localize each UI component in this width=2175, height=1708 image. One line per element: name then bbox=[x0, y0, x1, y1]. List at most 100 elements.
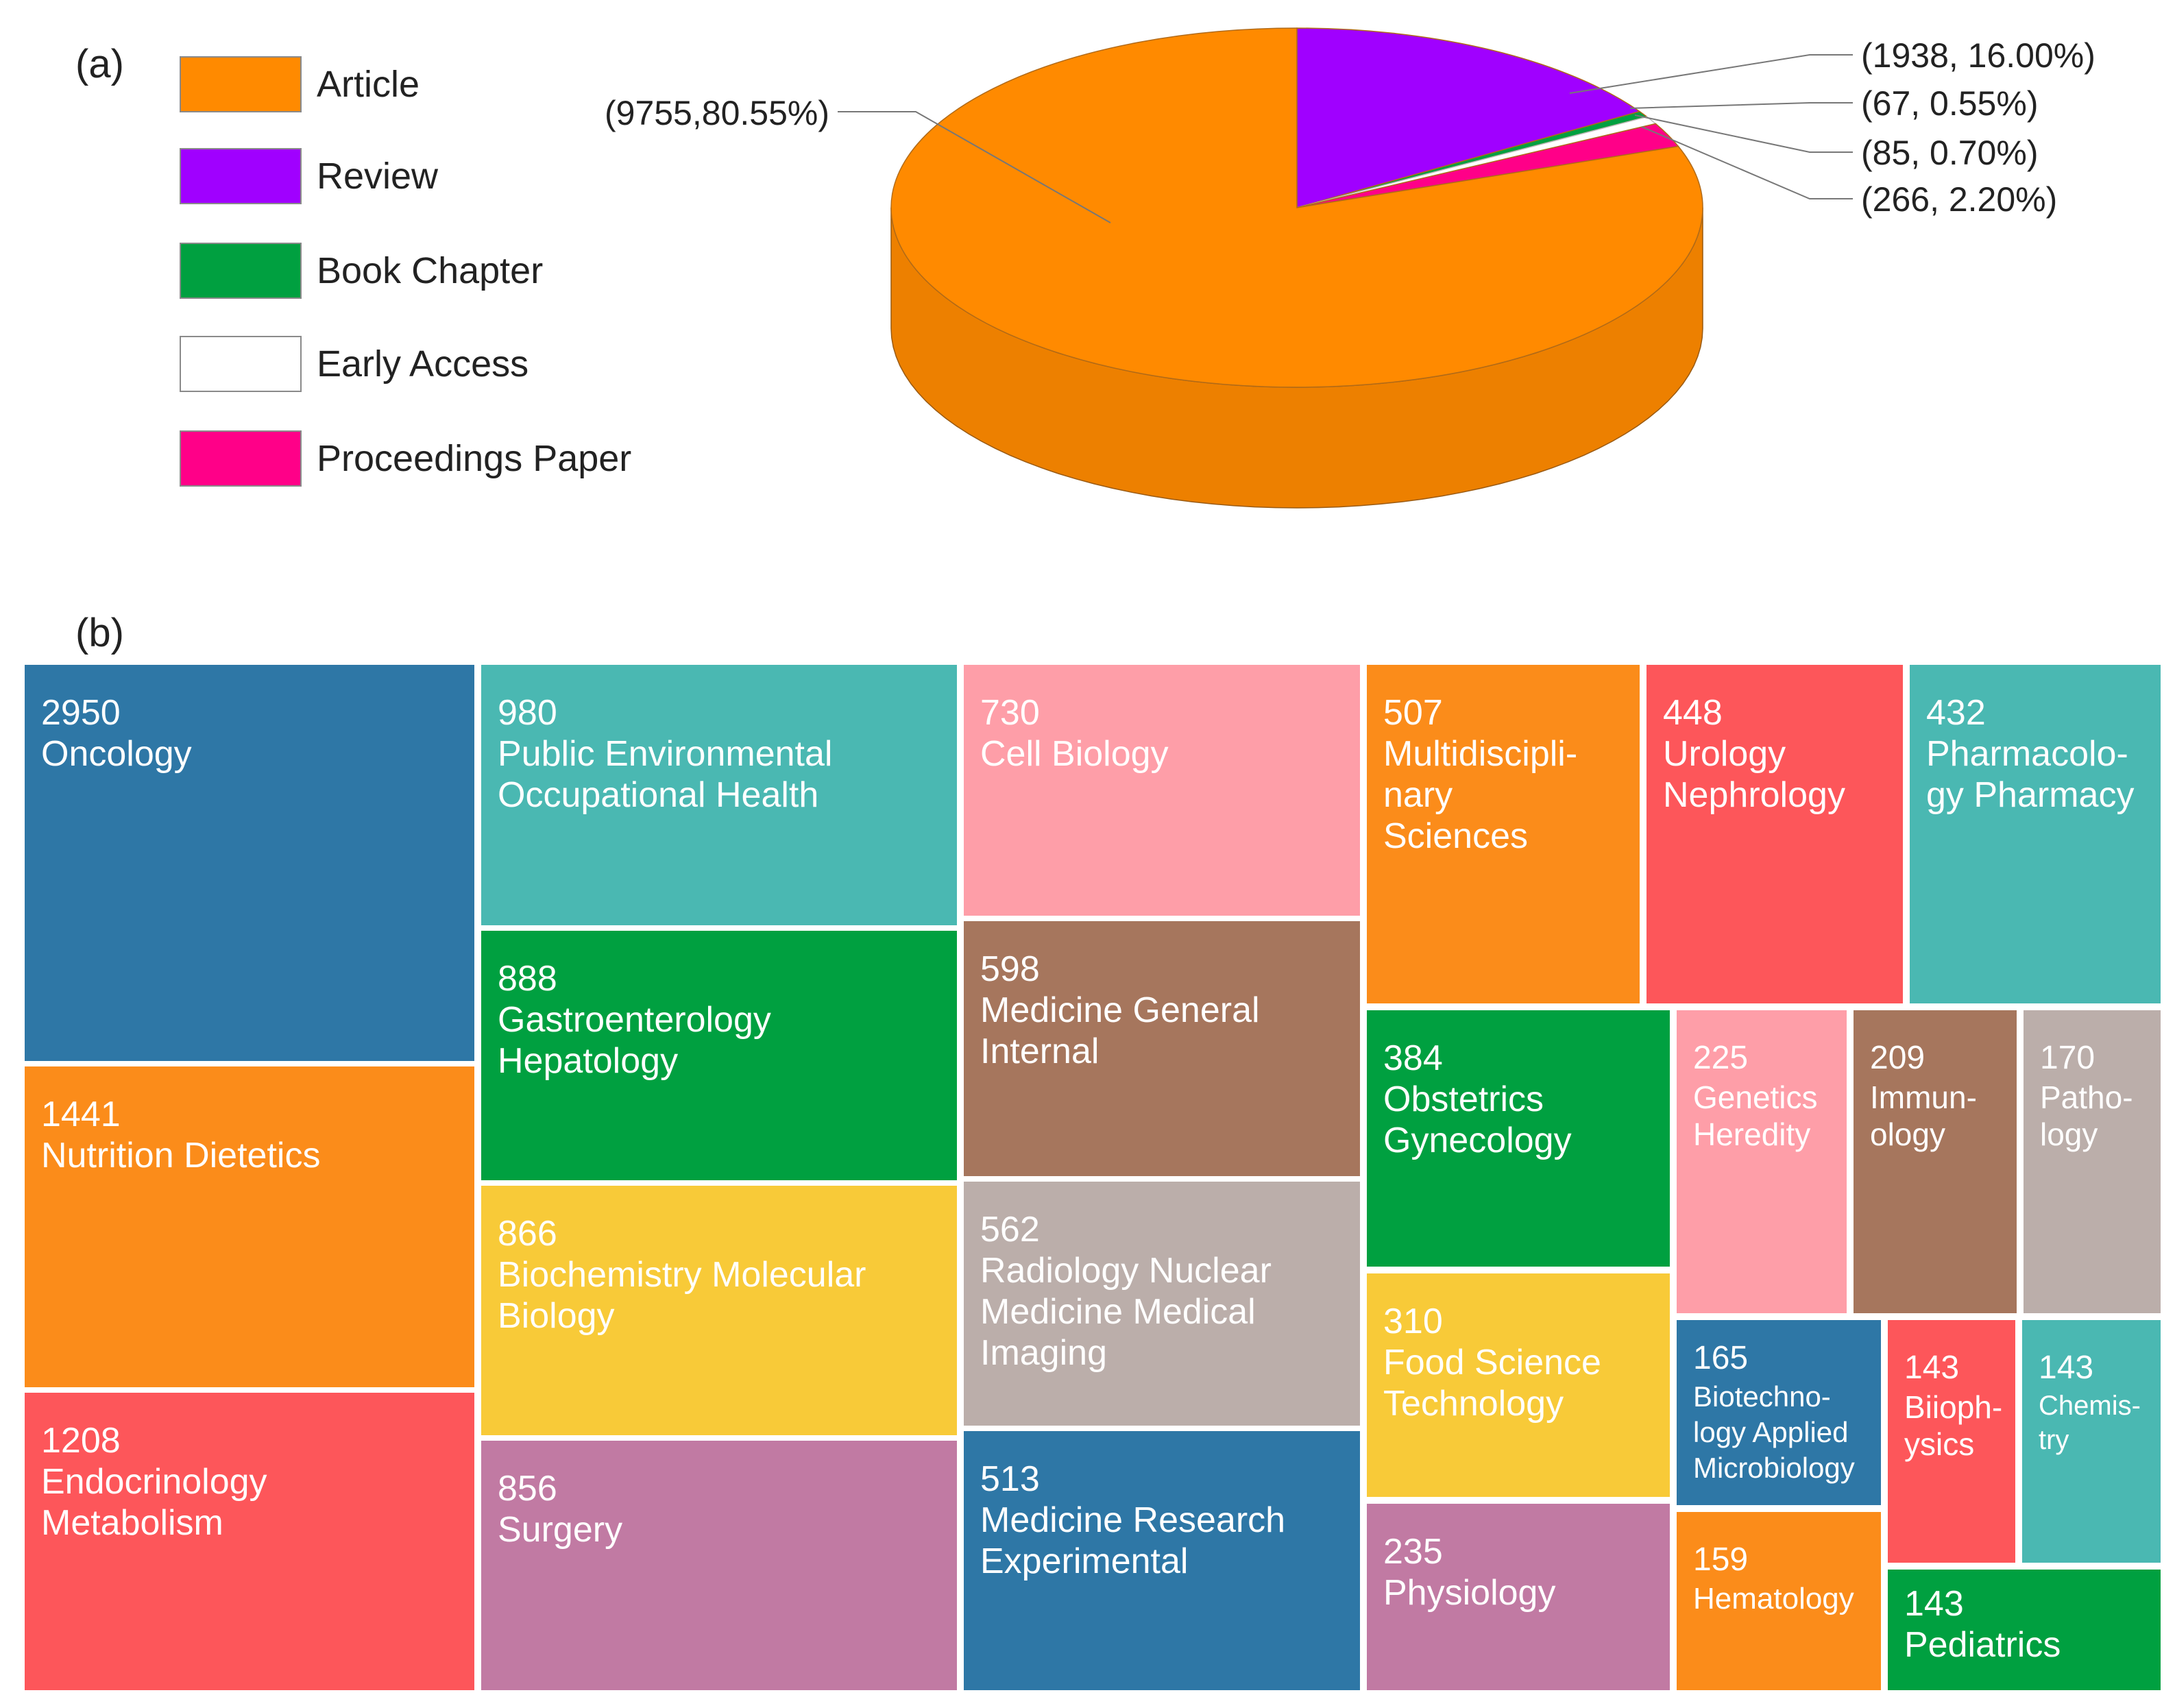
treemap-value: 310 bbox=[1383, 1302, 1443, 1341]
pie-data-label: (1938, 16.00%) bbox=[1861, 36, 2095, 75]
pie-leader-line bbox=[1629, 102, 1853, 109]
legend-swatch bbox=[180, 243, 302, 299]
treemap-cell: 432 Pharmacolo- gy Pharmacy bbox=[1910, 665, 2161, 1003]
treemap-cell: 980 Public Environmental Occupational Hea… bbox=[481, 665, 957, 925]
treemap-category: Obstetrics Gynecology bbox=[1383, 1079, 1572, 1160]
treemap-cell: 513 Medicine Research Experimental bbox=[964, 1431, 1360, 1690]
treemap-value: 598 bbox=[980, 949, 1040, 989]
treemap-category: Medicine Research Experimental bbox=[980, 1500, 1286, 1581]
treemap-category: Public Environmental Occupational Health bbox=[498, 734, 833, 815]
treemap-value: 730 bbox=[980, 693, 1040, 733]
treemap-value: 507 bbox=[1383, 693, 1443, 733]
treemap-value: 980 bbox=[498, 693, 557, 733]
legend-swatch bbox=[180, 336, 302, 392]
treemap-cell: 562 Radiology Nuclear Medicine Medical Im… bbox=[964, 1182, 1360, 1426]
legend-swatch bbox=[180, 430, 302, 487]
treemap-cell: 170 Patho- logy bbox=[2024, 1010, 2161, 1313]
treemap-cell: 143 Biioph- ysics bbox=[1888, 1320, 2015, 1563]
treemap-category: Cell Biology bbox=[980, 734, 1169, 774]
treemap-category: Biotechno- logy Applied Microbiology bbox=[1693, 1380, 1855, 1484]
treemap-category: Biochemistry Molecular Biology bbox=[498, 1255, 866, 1336]
treemap-value: 159 bbox=[1693, 1541, 1749, 1578]
legend-item: Book Chapter bbox=[180, 243, 701, 302]
treemap-cell: 888 Gastroenterology Hepatology bbox=[481, 931, 957, 1180]
treemap-category: Radiology Nuclear Medicine Medical Imagi… bbox=[980, 1251, 1272, 1373]
treemap-cell: 225 Genetics Heredity bbox=[1677, 1010, 1847, 1313]
treemap-cell: 730 Cell Biology bbox=[964, 665, 1360, 916]
treemap-value: 2950 bbox=[41, 693, 121, 733]
treemap-value: 888 bbox=[498, 959, 557, 999]
treemap-category: Nutrition Dietetics bbox=[41, 1136, 321, 1175]
legend-label: Article bbox=[317, 64, 420, 105]
legend-item: Early Access bbox=[180, 336, 701, 395]
treemap-value: 143 bbox=[1904, 1584, 1964, 1624]
treemap-cell: 1208 Endocrinology Metabolism bbox=[25, 1393, 474, 1690]
treemap-cell: 384 Obstetrics Gynecology bbox=[1367, 1010, 1670, 1267]
treemap-value: 209 bbox=[1870, 1040, 1925, 1076]
treemap-cell: 143 Chemis- try bbox=[2022, 1320, 2161, 1563]
treemap-category: Physiology bbox=[1383, 1573, 1556, 1613]
treemap-category: Hematology bbox=[1693, 1582, 1854, 1615]
treemap-value: 1208 bbox=[41, 1421, 121, 1461]
treemap-category: Gastroenterology Hepatology bbox=[498, 1000, 771, 1081]
treemap-category: Multidiscipli- nary Sciences bbox=[1383, 734, 1578, 856]
legend-item: Proceedings Paper bbox=[180, 430, 701, 489]
treemap-category: Medicine General Internal bbox=[980, 990, 1260, 1071]
treemap-cell: 310 Food Science Technology bbox=[1367, 1273, 1670, 1497]
legend-swatch bbox=[180, 56, 302, 112]
treemap-cell: 209 Immun- ology bbox=[1854, 1010, 2017, 1313]
pie-slice-article bbox=[890, 27, 1703, 388]
treemap-category: Urology Nephrology bbox=[1663, 734, 1845, 815]
pie-leader-line bbox=[1634, 114, 1853, 153]
legend-item: Article bbox=[180, 56, 701, 115]
treemap-cell: 866 Biochemistry Molecular Biology bbox=[481, 1186, 957, 1435]
treemap-category: Genetics Heredity bbox=[1693, 1079, 1818, 1152]
treemap-category: Pediatrics bbox=[1904, 1625, 2061, 1665]
legend-swatch bbox=[180, 148, 302, 204]
treemap-value: 513 bbox=[980, 1459, 1040, 1499]
pie-slice-review bbox=[1296, 27, 1641, 208]
treemap-category: Oncology bbox=[41, 734, 192, 774]
legend-item: Review bbox=[180, 148, 701, 207]
treemap-value: 165 bbox=[1693, 1340, 1749, 1376]
legend-label: Book Chapter bbox=[317, 250, 544, 291]
panel-b-label: (b) bbox=[75, 611, 124, 655]
treemap-value: 143 bbox=[1904, 1350, 1960, 1386]
pie-data-label: (9755,80.55%) bbox=[605, 94, 829, 132]
treemap-category: Endocrinology Metabolism bbox=[41, 1462, 267, 1543]
treemap-value: 448 bbox=[1663, 693, 1723, 733]
treemap-cell: 598 Medicine General Internal bbox=[964, 921, 1360, 1176]
treemap-category: Food Science Technology bbox=[1383, 1343, 1601, 1424]
treemap-category: Surgery bbox=[498, 1510, 623, 1550]
treemap-value: 143 bbox=[2039, 1350, 2094, 1386]
pie-chart: (9755,80.55%) (1938, 16.00%) (67, 0.55%) (8… bbox=[605, 27, 2095, 509]
treemap-cell: 856 Surgery bbox=[481, 1441, 957, 1690]
treemap-value: 235 bbox=[1383, 1532, 1443, 1572]
pie-data-label: (67, 0.55%) bbox=[1861, 84, 2038, 123]
panel-a-label: (a) bbox=[75, 42, 124, 86]
pie-data-label: (266, 2.20%) bbox=[1861, 180, 2057, 219]
treemap-cell: 159 Hematology bbox=[1677, 1512, 1881, 1690]
treemap-value: 432 bbox=[1926, 693, 1986, 733]
pie-data-label: (85, 0.70%) bbox=[1861, 134, 2038, 172]
legend-label: Proceedings Paper bbox=[317, 438, 632, 479]
pie-leader-line bbox=[1641, 126, 1853, 199]
treemap-value: 384 bbox=[1383, 1038, 1443, 1078]
treemap-category: Patho- logy bbox=[2040, 1079, 2133, 1152]
treemap-category: Biioph- ysics bbox=[1904, 1389, 2003, 1462]
pie-leader-line bbox=[838, 111, 1111, 223]
legend-label: Early Access bbox=[317, 343, 529, 385]
treemap-value: 866 bbox=[498, 1214, 557, 1254]
treemap-cell: 1441 Nutrition Dietetics bbox=[25, 1066, 474, 1387]
treemap-category: Immun- ology bbox=[1870, 1079, 1977, 1152]
treemap-cell: 507 Multidiscipli- nary Sciences bbox=[1367, 665, 1640, 1003]
treemap-cell: 235 Physiology bbox=[1367, 1504, 1670, 1690]
treemap-category: Chemis- try bbox=[2039, 1391, 2141, 1455]
treemap-cell: 448 Urology Nephrology bbox=[1647, 665, 1903, 1003]
pie-leader-line bbox=[1569, 54, 1853, 94]
treemap-value: 562 bbox=[980, 1210, 1040, 1249]
treemap-chart: 2950 Oncology 1441 Nutrition Dietetics 1208 E… bbox=[25, 665, 2161, 1690]
treemap-cell: 2950 Oncology bbox=[25, 665, 474, 1061]
treemap-value: 170 bbox=[2040, 1040, 2095, 1076]
treemap-value: 856 bbox=[498, 1469, 557, 1509]
